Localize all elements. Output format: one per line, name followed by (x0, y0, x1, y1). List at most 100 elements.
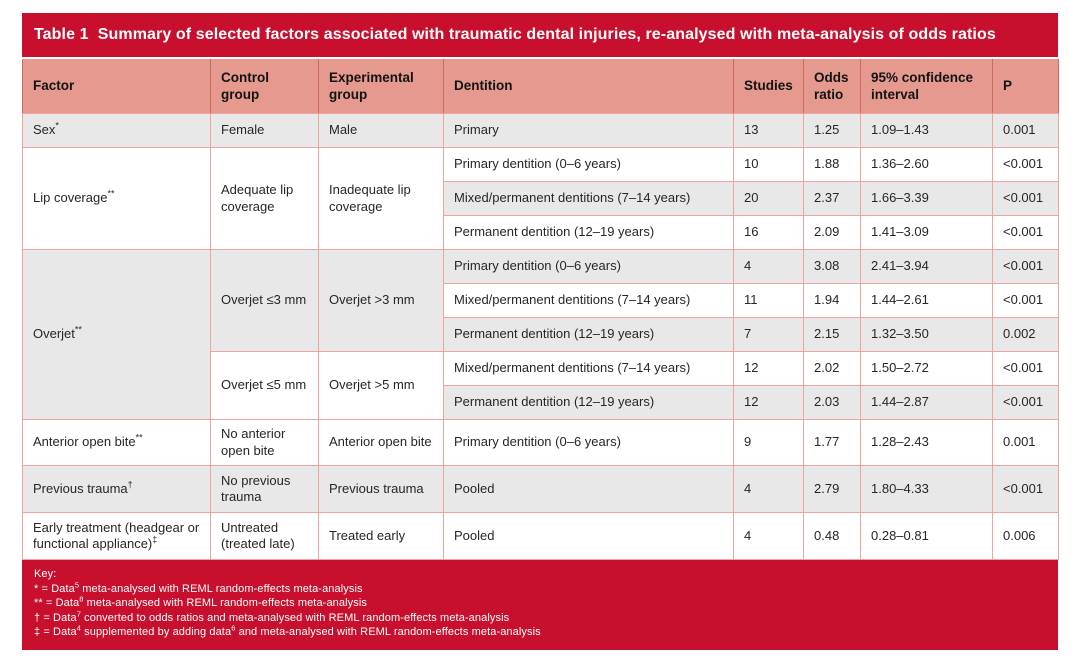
table-cell: 20 (733, 181, 804, 216)
key-line: † = Data7 converted to odds ratios and m… (34, 608, 510, 624)
key-lines: * = Data5 meta-analysed with REML random… (34, 579, 1046, 640)
table-key: Key: * = Data5 meta-analysed with REML r… (22, 560, 1058, 650)
table-cell: Permanent dentition (12–19 years) (443, 317, 734, 352)
key-title: Key: (34, 568, 57, 580)
table-cell: Pooled (443, 512, 734, 560)
table-title: Table 1 Summary of selected factors asso… (34, 26, 996, 43)
table-cell: Male (318, 113, 444, 148)
table-cell: 1.44–2.87 (860, 385, 993, 420)
table-cell: 1.88 (803, 147, 861, 182)
table-row: Mixed/permanent dentitions (7–14 years) 2… (23, 181, 1059, 216)
table-cell: Adequate lip coverage (210, 147, 319, 250)
table-cell: 1.77 (803, 419, 861, 466)
table-cell: Primary dentition (0–6 years) (443, 249, 734, 284)
table-row: Overjet** Overjet ≤3 mm Overjet >3 mm Prima… (22, 249, 1059, 420)
table-cell: Mixed/permanent dentitions (7–14 years) (443, 283, 734, 318)
table-cell: 2.09 (803, 215, 861, 250)
table-cell: 2.03 (803, 385, 861, 420)
table-cell: <0.001 (992, 351, 1059, 386)
table-cell: 0.001 (992, 113, 1059, 148)
table-cell: No previous trauma (210, 465, 319, 513)
summary-table: Factor Control group Experimental group … (22, 59, 1059, 560)
table-cell: 10 (733, 147, 804, 182)
table-cell: 0.002 (992, 317, 1059, 352)
table-cell: Overjet >3 mm (318, 249, 444, 352)
table-row: Permanent dentition (12–19 years) 7 2.15 1.… (23, 317, 1059, 352)
table-cell: Anterior open bite** (22, 419, 211, 466)
table-cell: Overjet** (22, 249, 211, 420)
key-line: ‡ = Data4 supplemented by adding data6 a… (34, 623, 541, 638)
table-cell: 4 (733, 249, 804, 284)
table-cell: 3.08 (803, 249, 861, 284)
table-cell: Inadequate lip coverage (318, 147, 444, 250)
key-line: ** = Data8 meta-analysed with REML rando… (34, 594, 367, 609)
table-cell: Early treatment (headgear or functional … (22, 512, 211, 560)
table-body: Sex* Female Male Primary 13 1.25 1.09–1.43 0.00… (22, 113, 1059, 560)
table-cell: Overjet >5 mm (318, 351, 444, 420)
table-cell: <0.001 (992, 215, 1059, 250)
table-cell: 1.09–1.43 (860, 113, 993, 148)
col-header-p: P (992, 59, 1059, 114)
table-cell: Previous trauma† (22, 465, 211, 513)
table-cell: 2.15 (803, 317, 861, 352)
table-cell: Overjet ≤5 mm (210, 351, 319, 420)
table-cell: <0.001 (992, 249, 1059, 284)
table-cell: 0.28–0.81 (860, 512, 993, 560)
table-row: Mixed/permanent dentitions (7–14 years) 1… (23, 283, 1059, 318)
table-cell: Untreated (treated late) (210, 512, 319, 560)
table-cell: Lip coverage** (22, 147, 211, 250)
table-cell: Treated early (318, 512, 444, 560)
table-cell: 1.44–2.61 (860, 283, 993, 318)
col-header-studies: Studies (733, 59, 804, 114)
table-row: Permanent dentition (12–19 years) 12 2.03 1… (23, 385, 1059, 420)
table-cell: Permanent dentition (12–19 years) (443, 215, 734, 250)
table-cell: 1.36–2.60 (860, 147, 993, 182)
header-row: Factor Control group Experimental group … (22, 59, 1059, 114)
table-row: Previous trauma† No previous trauma Previo… (22, 465, 1059, 513)
table-cell: 1.41–3.09 (860, 215, 993, 250)
col-header-factor: Factor (22, 59, 211, 114)
col-header-experimental-group: Experimental group (318, 59, 444, 114)
col-header-confidence-interval: 95% confidence interval (860, 59, 993, 114)
table-cell: 1.25 (803, 113, 861, 148)
table-cell: 1.50–2.72 (860, 351, 993, 386)
table-cell: 0.48 (803, 512, 861, 560)
table-row: Lip coverage** Adequate lip coverage Inade… (22, 147, 1059, 250)
table-cell: Previous trauma (318, 465, 444, 513)
table-cell: Primary dentition (0–6 years) (443, 147, 734, 182)
table-cell: Permanent dentition (12–19 years) (443, 385, 734, 420)
table-cell: <0.001 (992, 465, 1059, 513)
table-cell: 11 (733, 283, 804, 318)
table-row: Early treatment (headgear or functional … (22, 512, 1059, 560)
col-header-dentition: Dentition (443, 59, 734, 114)
key-line: * = Data5 meta-analysed with REML random… (34, 579, 363, 595)
table-cell: Mixed/permanent dentitions (7–14 years) (443, 181, 734, 216)
table-cell: 2.37 (803, 181, 861, 216)
table-row: Sex* Female Male Primary 13 1.25 1.09–1.43 0.00… (22, 113, 1059, 148)
table-cell: <0.001 (992, 385, 1059, 420)
table-cell: 1.80–4.33 (860, 465, 993, 513)
col-header-odds-ratio: Odds ratio (803, 59, 861, 114)
table-cell: 9 (733, 419, 804, 466)
table-cell: 4 (733, 512, 804, 560)
table-cell: 0.006 (992, 512, 1059, 560)
table-cell: Primary dentition (0–6 years) (443, 419, 734, 466)
table-cell: 16 (733, 215, 804, 250)
table-row: Anterior open bite** No anterior open bit… (22, 419, 1059, 466)
table-cell: 12 (733, 385, 804, 420)
table-cell: <0.001 (992, 283, 1059, 318)
table-cell: 1.32–3.50 (860, 317, 993, 352)
table-cell: No anterior open bite (210, 419, 319, 466)
table-cell: Female (210, 113, 319, 148)
table-cell: <0.001 (992, 147, 1059, 182)
table-cell: Primary (443, 113, 734, 148)
table-cell: 12 (733, 351, 804, 386)
table-cell: Overjet ≤3 mm (210, 249, 319, 352)
table-cell: 7 (733, 317, 804, 352)
table-cell: 1.28–2.43 (860, 419, 993, 466)
table-cell: 2.79 (803, 465, 861, 513)
table-cell: 2.02 (803, 351, 861, 386)
table-cell: 2.41–3.94 (860, 249, 993, 284)
table-header: Factor Control group Experimental group … (22, 59, 1059, 114)
table-figure: Table 1 Summary of selected factors asso… (22, 13, 1059, 650)
